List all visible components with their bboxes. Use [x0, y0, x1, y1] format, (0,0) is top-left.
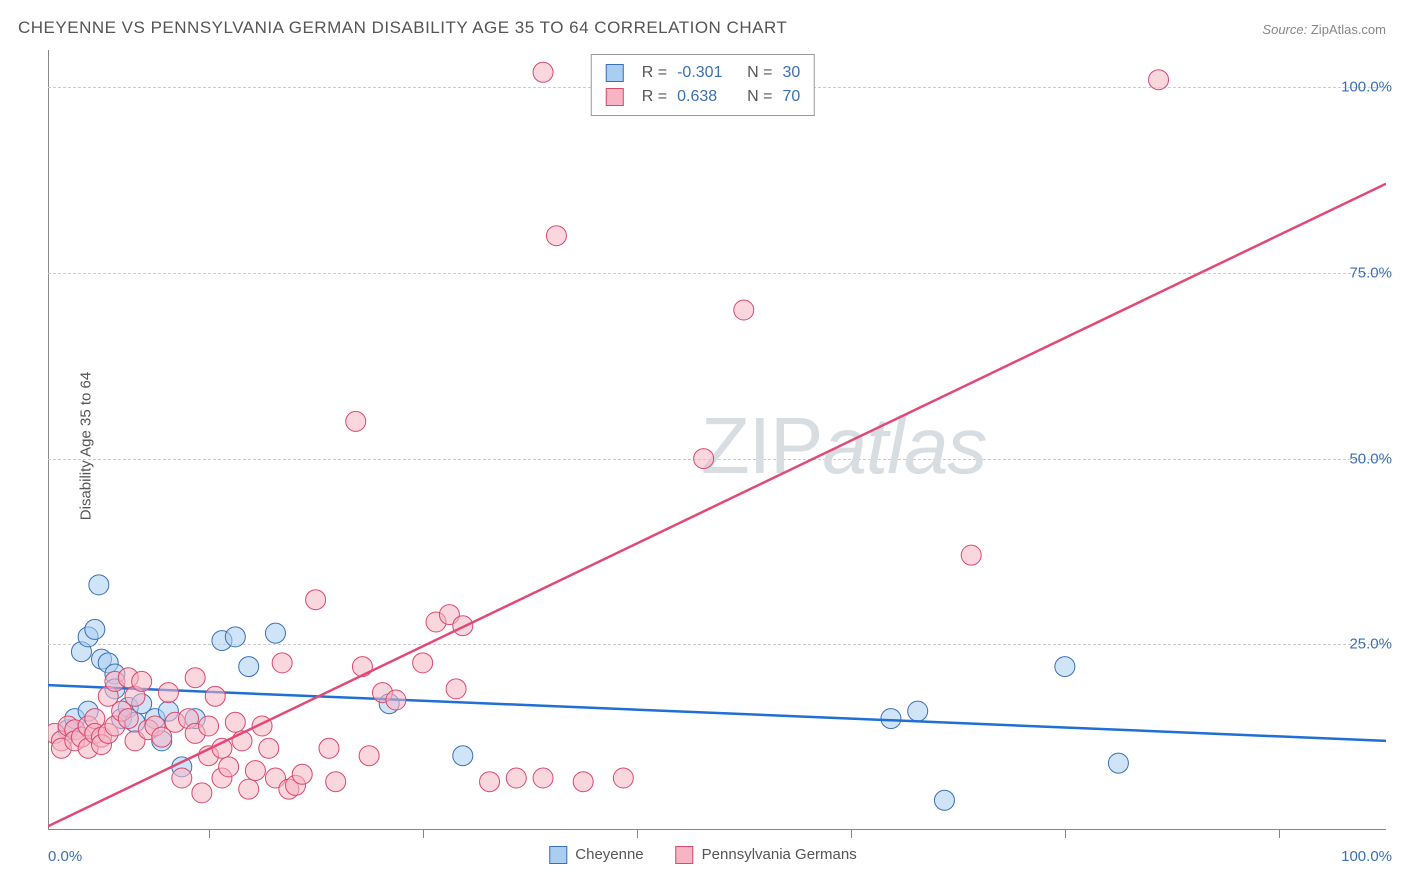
r-label: R = — [642, 85, 667, 109]
scatter-point — [118, 709, 138, 729]
series-legend-item: Pennsylvania Germans — [676, 846, 857, 864]
scatter-point — [225, 627, 245, 647]
scatter-point — [346, 411, 366, 431]
chart-title: CHEYENNE VS PENNSYLVANIA GERMAN DISABILI… — [18, 18, 787, 38]
scatter-point — [212, 738, 232, 758]
scatter-point — [89, 575, 109, 595]
scatter-point — [546, 226, 566, 246]
n-value: 30 — [782, 61, 800, 85]
scatter-point — [533, 62, 553, 82]
scatter-point — [734, 300, 754, 320]
scatter-point — [533, 768, 553, 788]
x-tick — [1279, 830, 1280, 838]
scatter-point — [1108, 753, 1128, 773]
x-tick — [423, 830, 424, 838]
x-tick — [637, 830, 638, 838]
chart-svg — [48, 50, 1386, 830]
legend-swatch — [606, 88, 624, 106]
x-tick — [851, 830, 852, 838]
trend-line — [48, 685, 1386, 741]
scatter-point — [1055, 657, 1075, 677]
scatter-point — [413, 653, 433, 673]
scatter-point — [85, 619, 105, 639]
correlation-legend-row: R = 0.638 N = 70 — [606, 85, 800, 109]
scatter-point — [225, 712, 245, 732]
scatter-point — [158, 683, 178, 703]
scatter-point — [326, 772, 346, 792]
scatter-point — [908, 701, 928, 721]
trend-line — [48, 184, 1386, 827]
scatter-point — [132, 671, 152, 691]
scatter-point — [446, 679, 466, 699]
source-attribution: Source: ZipAtlas.com — [1262, 22, 1386, 37]
correlation-legend: R = -0.301 N = 30 R = 0.638 N = 70 — [591, 54, 815, 116]
n-value: 70 — [782, 85, 800, 109]
scatter-point — [359, 746, 379, 766]
source-value: ZipAtlas.com — [1311, 22, 1386, 37]
series-legend-label: Pennsylvania Germans — [702, 846, 857, 863]
scatter-point — [386, 690, 406, 710]
scatter-point — [199, 716, 219, 736]
r-label: R = — [642, 61, 667, 85]
scatter-point — [265, 623, 285, 643]
legend-swatch — [676, 846, 694, 864]
series-legend-label: Cheyenne — [575, 846, 643, 863]
legend-swatch — [606, 64, 624, 82]
series-legend-item: Cheyenne — [549, 846, 643, 864]
scatter-point — [205, 686, 225, 706]
legend-swatch — [549, 846, 567, 864]
scatter-point — [172, 768, 192, 788]
scatter-point — [453, 746, 473, 766]
n-label: N = — [747, 85, 772, 109]
scatter-point — [480, 772, 500, 792]
r-value: 0.638 — [677, 85, 737, 109]
scatter-point — [352, 657, 372, 677]
correlation-legend-row: R = -0.301 N = 30 — [606, 61, 800, 85]
scatter-point — [934, 790, 954, 810]
x-tick — [1065, 830, 1066, 838]
scatter-point — [961, 545, 981, 565]
scatter-point — [319, 738, 339, 758]
scatter-point — [1149, 70, 1169, 90]
scatter-point — [613, 768, 633, 788]
r-value: -0.301 — [677, 61, 737, 85]
scatter-point — [694, 449, 714, 469]
scatter-point — [573, 772, 593, 792]
scatter-point — [881, 709, 901, 729]
source-label: Source: — [1262, 22, 1307, 37]
scatter-point — [239, 657, 259, 677]
series-legend: Cheyenne Pennsylvania Germans — [549, 846, 856, 864]
scatter-point — [239, 779, 259, 799]
scatter-point — [259, 738, 279, 758]
scatter-point — [185, 668, 205, 688]
n-label: N = — [747, 61, 772, 85]
scatter-point — [506, 768, 526, 788]
scatter-point — [306, 590, 326, 610]
scatter-point — [292, 764, 312, 784]
scatter-point — [272, 653, 292, 673]
scatter-point — [245, 761, 265, 781]
x-axis-min-label: 0.0% — [48, 848, 82, 865]
scatter-point — [192, 783, 212, 803]
x-axis-max-label: 100.0% — [1341, 848, 1392, 865]
x-tick — [209, 830, 210, 838]
scatter-point — [219, 757, 239, 777]
